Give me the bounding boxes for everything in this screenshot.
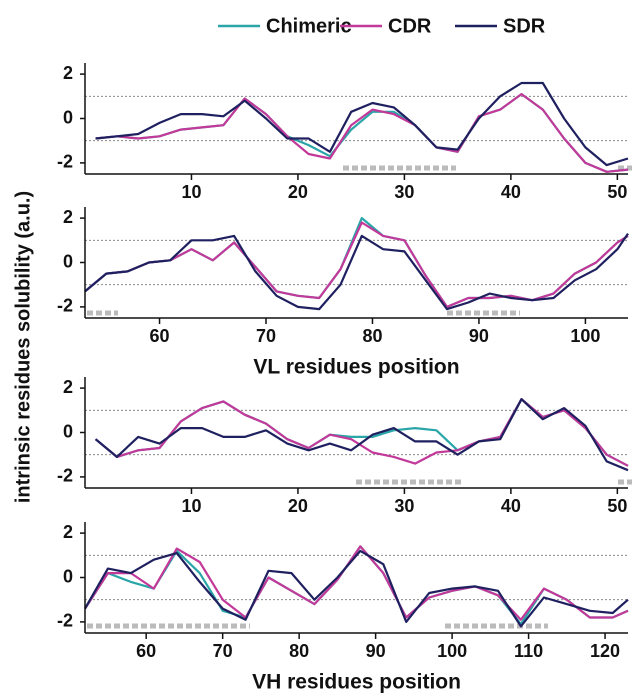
x-tick-label: 10 xyxy=(181,182,201,202)
y-tick-label: 0 xyxy=(63,251,73,271)
y-tick-label: 2 xyxy=(63,522,73,542)
y-tick-label: 2 xyxy=(63,377,73,397)
series-line xyxy=(84,221,629,308)
x-tick-label: 20 xyxy=(288,496,308,516)
x-tick-label: 30 xyxy=(394,496,414,516)
x-tick-label: 90 xyxy=(366,641,386,661)
x-tick-label: 10 xyxy=(181,496,201,516)
series-line xyxy=(94,398,629,472)
x-tick-label: 20 xyxy=(288,182,308,202)
legend-label: CDR xyxy=(388,15,432,37)
y-tick-label: -2 xyxy=(57,611,73,631)
x-tick-label: 100 xyxy=(570,326,600,346)
x-tick-label: 40 xyxy=(501,182,521,202)
y-tick-label: 0 xyxy=(63,107,73,127)
x-tick-label: 70 xyxy=(256,326,276,346)
x-tick-label: 80 xyxy=(362,326,382,346)
y-tick-label: -2 xyxy=(57,296,73,316)
series-line xyxy=(95,81,629,167)
y-axis-title: intrinsic residues solubility (a.u.) xyxy=(12,191,34,503)
y-tick-label: 0 xyxy=(63,421,73,441)
x-tick-label: 50 xyxy=(607,496,627,516)
x-tick-label: 40 xyxy=(501,496,521,516)
y-tick-label: 2 xyxy=(63,207,73,227)
y-tick-label: 0 xyxy=(63,566,73,586)
x-tick-label: 60 xyxy=(150,326,170,346)
series-line xyxy=(84,217,629,308)
series-line xyxy=(95,93,629,173)
series-line xyxy=(84,545,629,621)
series-line xyxy=(95,93,629,173)
y-tick-label: -2 xyxy=(57,152,73,172)
legend-label: Chimeric xyxy=(266,15,352,37)
y-tick-label: 2 xyxy=(63,63,73,83)
x-tick-label: 30 xyxy=(394,182,414,202)
x-tick-label: 60 xyxy=(136,641,156,661)
x-tick-label: 70 xyxy=(213,641,233,661)
legend-label: SDR xyxy=(503,15,546,37)
series-line xyxy=(84,545,629,626)
x-axis-title: VH residues position xyxy=(252,671,461,694)
x-tick-label: 120 xyxy=(590,641,620,661)
y-tick-label: -2 xyxy=(57,466,73,486)
x-axis-title: VL residues position xyxy=(253,356,459,379)
x-tick-label: 90 xyxy=(469,326,489,346)
series-line xyxy=(84,549,629,628)
x-tick-label: 50 xyxy=(607,182,627,202)
x-tick-label: 110 xyxy=(514,641,543,661)
series-line xyxy=(94,398,629,467)
x-tick-label: 100 xyxy=(437,641,467,661)
x-tick-label: 80 xyxy=(289,641,309,661)
series-line xyxy=(84,232,629,311)
